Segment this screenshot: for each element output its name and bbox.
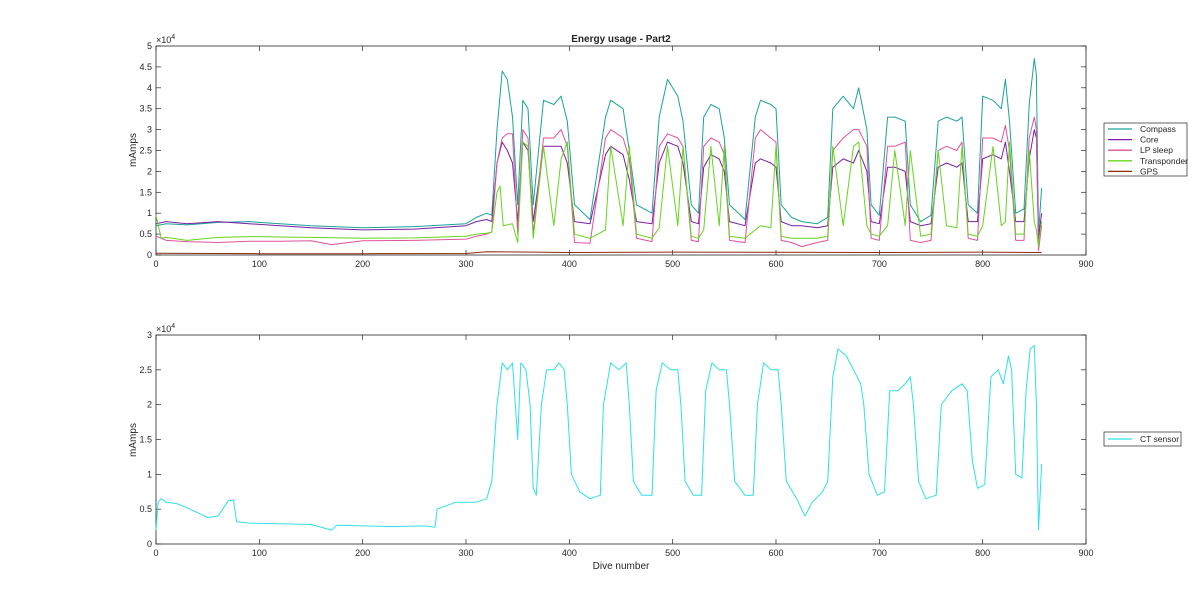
top-y-tick-label: 5 <box>147 41 152 51</box>
legend-label-lp-sleep: LP sleep <box>1140 145 1173 155</box>
series-line-transponder <box>155 141 1043 248</box>
top-y-axis-label: mAmps <box>128 133 139 167</box>
top-legend-box <box>1103 122 1188 177</box>
top-y-exponent: ×104 <box>156 34 175 45</box>
top-x-tick-label: 400 <box>562 259 577 269</box>
bottom-y-tick-label: 3 <box>147 330 152 340</box>
bottom-y-exponent: ×104 <box>156 323 175 334</box>
series-line-lp-sleep <box>155 116 1043 252</box>
top-x-tick-label: 100 <box>252 259 267 269</box>
bottom-plot-area <box>155 334 1087 545</box>
legend-label-ct-sensor: CT sensor <box>1140 434 1179 444</box>
top-y-ticks: 0 0.5 1 1.5 2 2.5 3 3.5 4 4.5 5 <box>139 41 1086 260</box>
bottom-x-tick-label: 200 <box>355 548 370 558</box>
top-y-tick-label: 3 <box>147 125 152 135</box>
top-chart-title: Energy usage - Part2 <box>571 34 671 45</box>
top-x-tick-label: 300 <box>458 259 473 269</box>
bottom-legend: CT sensor <box>1103 431 1182 447</box>
top-y-tick-label: 0.5 <box>139 229 152 239</box>
top-y-tick-label: 4.5 <box>139 62 152 72</box>
bottom-y-tick-label: 0.5 <box>139 504 152 514</box>
series-line-compass <box>155 58 1043 235</box>
top-axes: Energy usage - Part2 mAmps ×104 0 100 200 3… <box>128 34 1188 269</box>
top-x-tick-label: 900 <box>1078 259 1093 269</box>
bottom-y-tick-label: 1 <box>147 469 152 479</box>
top-y-tick-label: 2 <box>147 166 152 176</box>
bottom-x-tick-label: 100 <box>252 548 267 558</box>
top-y-tick-label: 0 <box>147 250 152 260</box>
bottom-legend-items: CT sensor <box>1108 434 1179 444</box>
bottom-x-tick-label: 0 <box>153 548 158 558</box>
bottom-y-tick-label: 0 <box>147 539 152 549</box>
bottom-x-tick-label: 600 <box>768 548 783 558</box>
series-line-core <box>155 129 1043 239</box>
bottom-y-tick-label: 2 <box>147 400 152 410</box>
bottom-axes: mAmps Dive number ×104 0 100 200 300 400 500 6… <box>128 323 1182 572</box>
legend-label-gps: GPS <box>1140 166 1158 176</box>
legend-label-transponder: Transponder <box>1140 156 1188 166</box>
top-y-tick-label: 4 <box>147 83 152 93</box>
bottom-y-tick-label: 2.5 <box>139 365 152 375</box>
bottom-y-ticks: 0 0.5 1 1.5 2 2.5 3 <box>139 330 1086 549</box>
bottom-x-tick-label: 300 <box>458 548 473 558</box>
top-x-ticks: 0 100 200 300 400 500 600 700 800 900 <box>153 46 1094 269</box>
top-x-tick-label: 0 <box>153 259 158 269</box>
top-y-tick-label: 1 <box>147 208 152 218</box>
bottom-x-tick-label: 500 <box>665 548 680 558</box>
top-series-lines <box>155 58 1043 255</box>
bottom-y-axis-label: mAmps <box>128 423 139 457</box>
bottom-series-lines <box>155 345 1043 531</box>
legend-label-core: Core <box>1140 135 1159 145</box>
bottom-x-tick-label: 900 <box>1078 548 1093 558</box>
series-line-ct-sensor <box>155 345 1043 531</box>
legend-label-compass: Compass <box>1140 124 1176 134</box>
bottom-legend-box <box>1103 431 1182 447</box>
top-y-tick-label: 3.5 <box>139 104 152 114</box>
top-x-tick-label: 600 <box>768 259 783 269</box>
bottom-x-ticks: 0 100 200 300 400 500 600 700 800 900 <box>153 335 1094 558</box>
top-x-tick-label: 500 <box>665 259 680 269</box>
top-y-tick-label: 2.5 <box>139 146 152 156</box>
top-y-tick-label: 1.5 <box>139 187 152 197</box>
bottom-y-tick-label: 1.5 <box>139 435 152 445</box>
series-line-gps <box>155 251 1042 255</box>
bottom-x-axis-label: Dive number <box>593 561 650 572</box>
bottom-x-tick-label: 400 <box>562 548 577 558</box>
top-x-tick-label: 700 <box>872 259 887 269</box>
top-x-tick-label: 200 <box>355 259 370 269</box>
top-x-tick-label: 800 <box>975 259 990 269</box>
bottom-x-tick-label: 800 <box>975 548 990 558</box>
bottom-x-tick-label: 700 <box>872 548 887 558</box>
